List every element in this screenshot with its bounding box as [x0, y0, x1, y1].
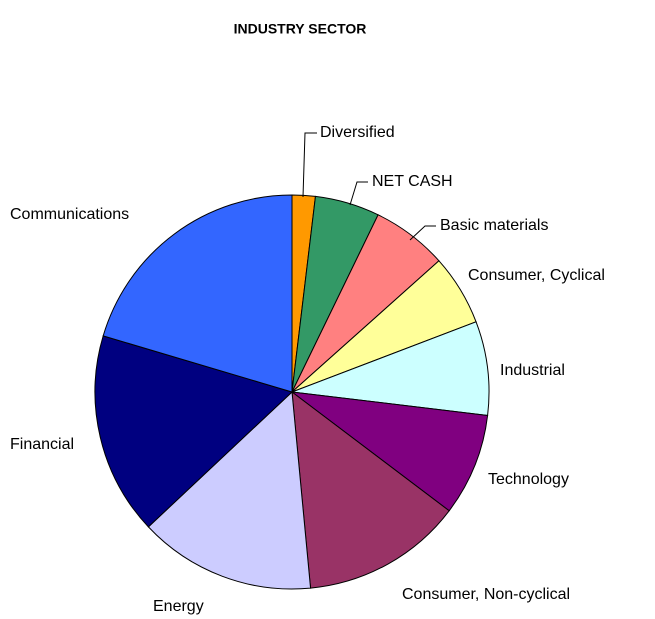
pie-slice: [147, 390, 312, 590]
slice-label: Communications: [10, 206, 129, 223]
pie-slice: [290, 391, 489, 512]
slice-label: Energy: [153, 598, 204, 615]
slice-label: Consumer, Non-cyclical: [402, 586, 570, 603]
leader-line: [302, 132, 317, 198]
slice-label: Industrial: [500, 362, 565, 379]
pie-slice: [291, 321, 490, 417]
chart-title: INDUSTRY SECTOR: [234, 21, 367, 37]
pie-slice: [291, 390, 450, 589]
leader-line: [349, 181, 368, 206]
slice-label: Consumer, Cyclical: [468, 267, 605, 284]
slice-label: Diversified: [320, 124, 395, 141]
slice-label: Technology: [488, 471, 569, 488]
pie-slice: [94, 335, 293, 528]
leader-line: [409, 225, 436, 241]
slice-label: NET CASH: [372, 173, 453, 190]
slice-label: Basic materials: [440, 217, 548, 234]
slice-label: Financial: [10, 436, 74, 453]
pie-slice: [102, 194, 293, 393]
